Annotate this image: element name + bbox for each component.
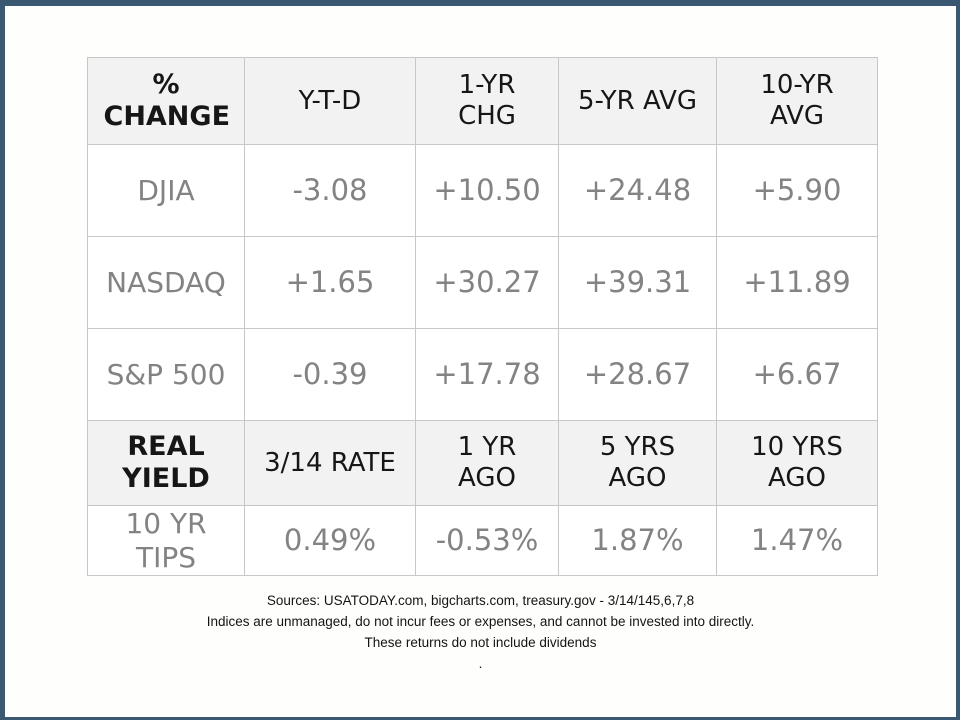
table-row-sp500: S&P 500 -0.39 +17.78 +28.67 +6.67 (87, 328, 878, 421)
col-header-314-rate: 3/14 RATE (244, 420, 416, 506)
slide-canvas: % CHANGE Y-T-D 1-YR CHG 5-YR AVG 10-YR A… (5, 6, 956, 717)
col-header-10yr-avg-label: 10-YR AVG (760, 70, 834, 131)
tips-5yrs-ago-value: 1.87% (558, 505, 717, 576)
sp500-1yr-value: +17.78 (415, 328, 559, 421)
footer-sources-line: Sources: USATODAY.com, bigcharts.com, tr… (266, 593, 695, 608)
col-header-pct-change: % CHANGE (87, 57, 245, 145)
col-header-pct-change-label: % CHANGE (103, 69, 231, 132)
table-row-nasdaq: NASDAQ +1.65 +30.27 +39.31 +11.89 (87, 236, 878, 329)
col-header-real-yield: REAL YIELD (87, 420, 245, 506)
row-label-sp500: S&P 500 (87, 328, 245, 421)
col-header-5yrs-ago: 5 YRS AGO (558, 420, 717, 506)
col-header-1yr-ago: 1 YR AGO (415, 420, 559, 506)
col-header-10yrs-ago: 10 YRS AGO (716, 420, 878, 506)
row-label-10yr-tips: 10 YR TIPS (87, 505, 245, 576)
col-header-10yr-avg: 10-YR AVG (716, 57, 878, 145)
footer-indices-line: Indices are unmanaged, do not incur fees… (206, 614, 755, 629)
col-header-1yr-ago-label: 1 YR AGO (457, 432, 517, 493)
col-header-314-rate-label: 3/14 RATE (264, 447, 396, 478)
col-header-1yr-chg: 1-YR CHG (415, 57, 559, 145)
djia-10yr-value: +5.90 (716, 144, 878, 237)
table-header-row-pct-change: % CHANGE Y-T-D 1-YR CHG 5-YR AVG 10-YR A… (87, 57, 878, 145)
nasdaq-10yr-value: +11.89 (716, 236, 878, 329)
sp500-ytd-value: -0.39 (244, 328, 416, 421)
sp500-5yr-value: +28.67 (558, 328, 717, 421)
market-returns-table: % CHANGE Y-T-D 1-YR CHG 5-YR AVG 10-YR A… (87, 57, 878, 576)
tips-rate-value: 0.49% (244, 505, 416, 576)
djia-1yr-value: +10.50 (415, 144, 559, 237)
col-header-real-yield-label: REAL YIELD (122, 431, 210, 494)
row-label-10yr-tips-text: 10 YR TIPS (125, 507, 207, 574)
col-header-1yr-chg-label: 1-YR CHG (458, 70, 516, 131)
table-header-row-real-yield: REAL YIELD 3/14 RATE 1 YR AGO 5 YRS AGO … (87, 420, 878, 506)
nasdaq-ytd-value: +1.65 (244, 236, 416, 329)
row-label-nasdaq: NASDAQ (87, 236, 245, 329)
footer-disclaimer: Sources: USATODAY.com, bigcharts.com, tr… (5, 590, 956, 674)
col-header-5yr-avg-label: 5-YR AVG (577, 85, 698, 116)
col-header-5yrs-ago-label: 5 YRS AGO (599, 432, 676, 493)
col-header-ytd-label: Y-T-D (298, 85, 362, 116)
tips-10yrs-ago-value: 1.47% (716, 505, 878, 576)
table-row-djia: DJIA -3.08 +10.50 +24.48 +5.90 (87, 144, 878, 237)
footer-dividends-line: These returns do not include dividends (364, 635, 597, 650)
sp500-10yr-value: +6.67 (716, 328, 878, 421)
table-row-10yr-tips: 10 YR TIPS 0.49% -0.53% 1.87% 1.47% (87, 505, 878, 576)
djia-ytd-value: -3.08 (244, 144, 416, 237)
nasdaq-5yr-value: +39.31 (558, 236, 717, 329)
djia-5yr-value: +24.48 (558, 144, 717, 237)
nasdaq-1yr-value: +30.27 (415, 236, 559, 329)
tips-1yr-ago-value: -0.53% (415, 505, 559, 576)
row-label-djia: DJIA (87, 144, 245, 237)
col-header-5yr-avg: 5-YR AVG (558, 57, 717, 145)
col-header-10yrs-ago-label: 10 YRS AGO (751, 432, 843, 493)
col-header-ytd: Y-T-D (244, 57, 416, 145)
footer-period-line: . (478, 656, 483, 671)
